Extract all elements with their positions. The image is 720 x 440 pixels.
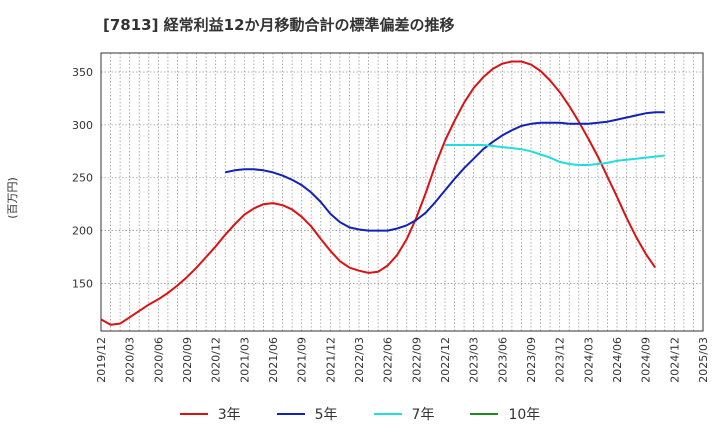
x-tick-label: 2022/12 bbox=[439, 337, 452, 383]
legend-label: 10年 bbox=[508, 407, 541, 423]
y-tick-label: 350 bbox=[72, 66, 93, 79]
legend-swatch bbox=[276, 413, 305, 415]
x-tick-label: 2021/03 bbox=[238, 337, 251, 383]
x-tick-label: 2022/06 bbox=[382, 337, 395, 383]
y-tick-label: 150 bbox=[72, 277, 93, 290]
series-line-5年 bbox=[224, 111, 665, 232]
chart-legend: 3年 5年 7年 10年 bbox=[0, 404, 720, 424]
y-tick-label: 300 bbox=[72, 119, 93, 132]
x-tick-label: 2024/06 bbox=[611, 337, 624, 383]
x-tick-label: 2020/06 bbox=[152, 337, 165, 383]
y-tick-label: 200 bbox=[72, 225, 93, 238]
x-tick-label: 2020/12 bbox=[210, 337, 223, 383]
legend-label: 7年 bbox=[411, 407, 435, 423]
x-tick-label: 2024/03 bbox=[582, 337, 595, 383]
x-tick-label: 2021/09 bbox=[296, 337, 309, 383]
legend-item: 7年 bbox=[373, 404, 435, 424]
x-tick-label: 2023/12 bbox=[554, 337, 567, 383]
x-tick-label: 2021/06 bbox=[267, 337, 280, 383]
legend-swatch bbox=[470, 413, 499, 415]
x-tick-label: 2022/03 bbox=[353, 337, 366, 383]
x-tick-label: 2020/09 bbox=[181, 337, 194, 383]
series-line-7年 bbox=[445, 144, 665, 166]
legend-item: 5年 bbox=[276, 404, 338, 424]
x-tick-label: 2023/03 bbox=[468, 337, 481, 383]
legend-label: 5年 bbox=[314, 407, 338, 423]
x-tick-label: 2024/12 bbox=[668, 337, 681, 383]
x-tick-label: 2025/03 bbox=[697, 337, 710, 383]
y-tick-label: 250 bbox=[72, 172, 93, 185]
x-tick-label: 2023/06 bbox=[496, 337, 509, 383]
legend-label: 3年 bbox=[217, 407, 241, 423]
x-tick-label: 2019/12 bbox=[95, 337, 108, 383]
x-tick-label: 2021/12 bbox=[324, 337, 337, 383]
legend-swatch bbox=[373, 413, 402, 415]
x-tick-label: 2023/09 bbox=[525, 337, 538, 383]
plot-area-frame bbox=[100, 52, 704, 332]
x-tick-label: 2020/03 bbox=[124, 337, 137, 383]
x-tick-label: 2022/09 bbox=[410, 337, 423, 383]
legend-swatch bbox=[179, 413, 208, 415]
legend-item: 10年 bbox=[470, 404, 540, 424]
chart-title: [7813] 経常利益12か月移動合計の標準偏差の推移 bbox=[103, 16, 455, 34]
x-tick-label: 2024/09 bbox=[640, 337, 653, 383]
series-line-3年 bbox=[100, 60, 657, 326]
legend-item: 3年 bbox=[179, 404, 241, 424]
